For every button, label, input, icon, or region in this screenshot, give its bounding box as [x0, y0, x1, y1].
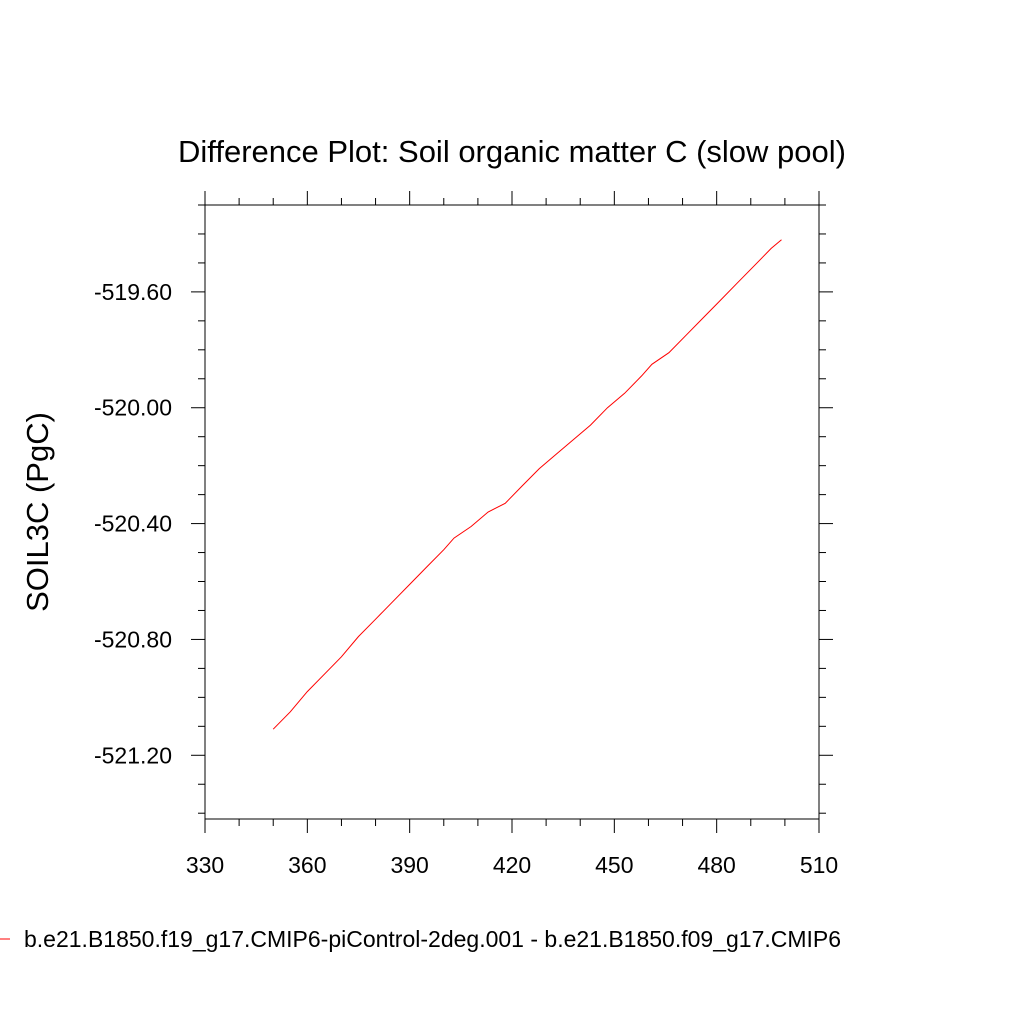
chart-title: Difference Plot: Soil organic matter C (… [178, 134, 846, 169]
legend: b.e21.B1850.f19_g17.CMIP6-piControl-2deg… [0, 926, 841, 952]
x-axis-ticks [204, 191, 820, 833]
y-axis-tick-labels: -519.60 -520.00 -520.40 -520.80 -521.20 [94, 279, 172, 768]
x-tick-label: 480 [697, 852, 735, 878]
x-tick-label: 390 [390, 852, 428, 878]
x-tick-label: 360 [288, 852, 326, 878]
legend-entry-label: b.e21.B1850.f19_g17.CMIP6-piControl-2deg… [24, 926, 841, 952]
plot-frame [204, 204, 820, 820]
y-tick-label: -520.80 [94, 626, 172, 652]
x-axis-tick-labels: 330 360 390 420 450 480 510 [186, 852, 838, 878]
y-axis-ticks [191, 204, 833, 814]
x-tick-label: 420 [493, 852, 531, 878]
x-tick-label: 450 [595, 852, 633, 878]
y-tick-label: -520.40 [94, 511, 172, 537]
y-tick-label: -521.20 [94, 742, 172, 768]
y-axis-label: SOIL3C (PgC) [20, 412, 55, 612]
y-tick-label: -520.00 [94, 395, 172, 421]
series-layer [272, 239, 782, 730]
x-tick-label: 510 [800, 852, 838, 878]
x-tick-label: 330 [186, 852, 224, 878]
y-tick-label: -519.60 [94, 279, 172, 305]
series-line [272, 239, 782, 730]
